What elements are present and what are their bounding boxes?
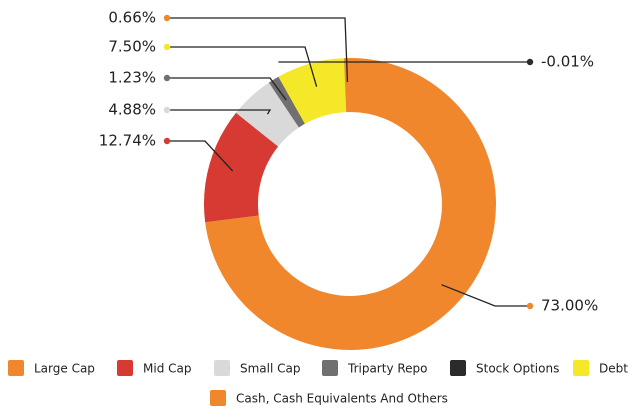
leader-line [441, 284, 530, 307]
legend-swatch [8, 360, 24, 376]
legend-swatch [210, 390, 226, 406]
value-label: 7.50% [108, 38, 156, 56]
legend-label: Stock Options [476, 362, 559, 376]
legend-swatch [322, 360, 338, 376]
leader-line [167, 140, 234, 172]
legend-swatch [117, 360, 133, 376]
legend-label: Large Cap [34, 362, 95, 376]
leader-line [167, 109, 272, 115]
label-dot [163, 106, 171, 114]
legend-label: Small Cap [240, 362, 301, 376]
legend-label: Debt [599, 362, 628, 376]
value-label: 73.00% [541, 297, 598, 315]
legend-swatch [214, 360, 230, 376]
leader-line [167, 17, 349, 83]
legend-label: Cash, Cash Equivalents And Others [236, 392, 448, 406]
value-label: -0.01% [541, 53, 594, 71]
donut-slice [204, 112, 279, 223]
leader-line [167, 77, 287, 101]
label-dot [526, 58, 534, 66]
donut-slice [235, 82, 299, 147]
legend-swatch [573, 360, 589, 376]
value-label: 0.66% [108, 9, 156, 27]
value-label: 4.88% [108, 101, 156, 119]
label-dot [163, 14, 171, 22]
label-dot [163, 74, 171, 82]
legend-label: Mid Cap [143, 362, 191, 376]
value-label: 1.23% [108, 69, 156, 87]
legend-label: Triparty Repo [347, 362, 428, 376]
donut-slice [343, 58, 350, 113]
label-dot [526, 302, 534, 310]
leader-line [167, 46, 318, 87]
donut-slice [205, 58, 497, 350]
legend-swatch [450, 360, 466, 376]
label-dot [163, 43, 171, 51]
donut-slice [278, 58, 347, 124]
label-dot [163, 137, 171, 145]
value-label: 12.74% [99, 132, 156, 150]
